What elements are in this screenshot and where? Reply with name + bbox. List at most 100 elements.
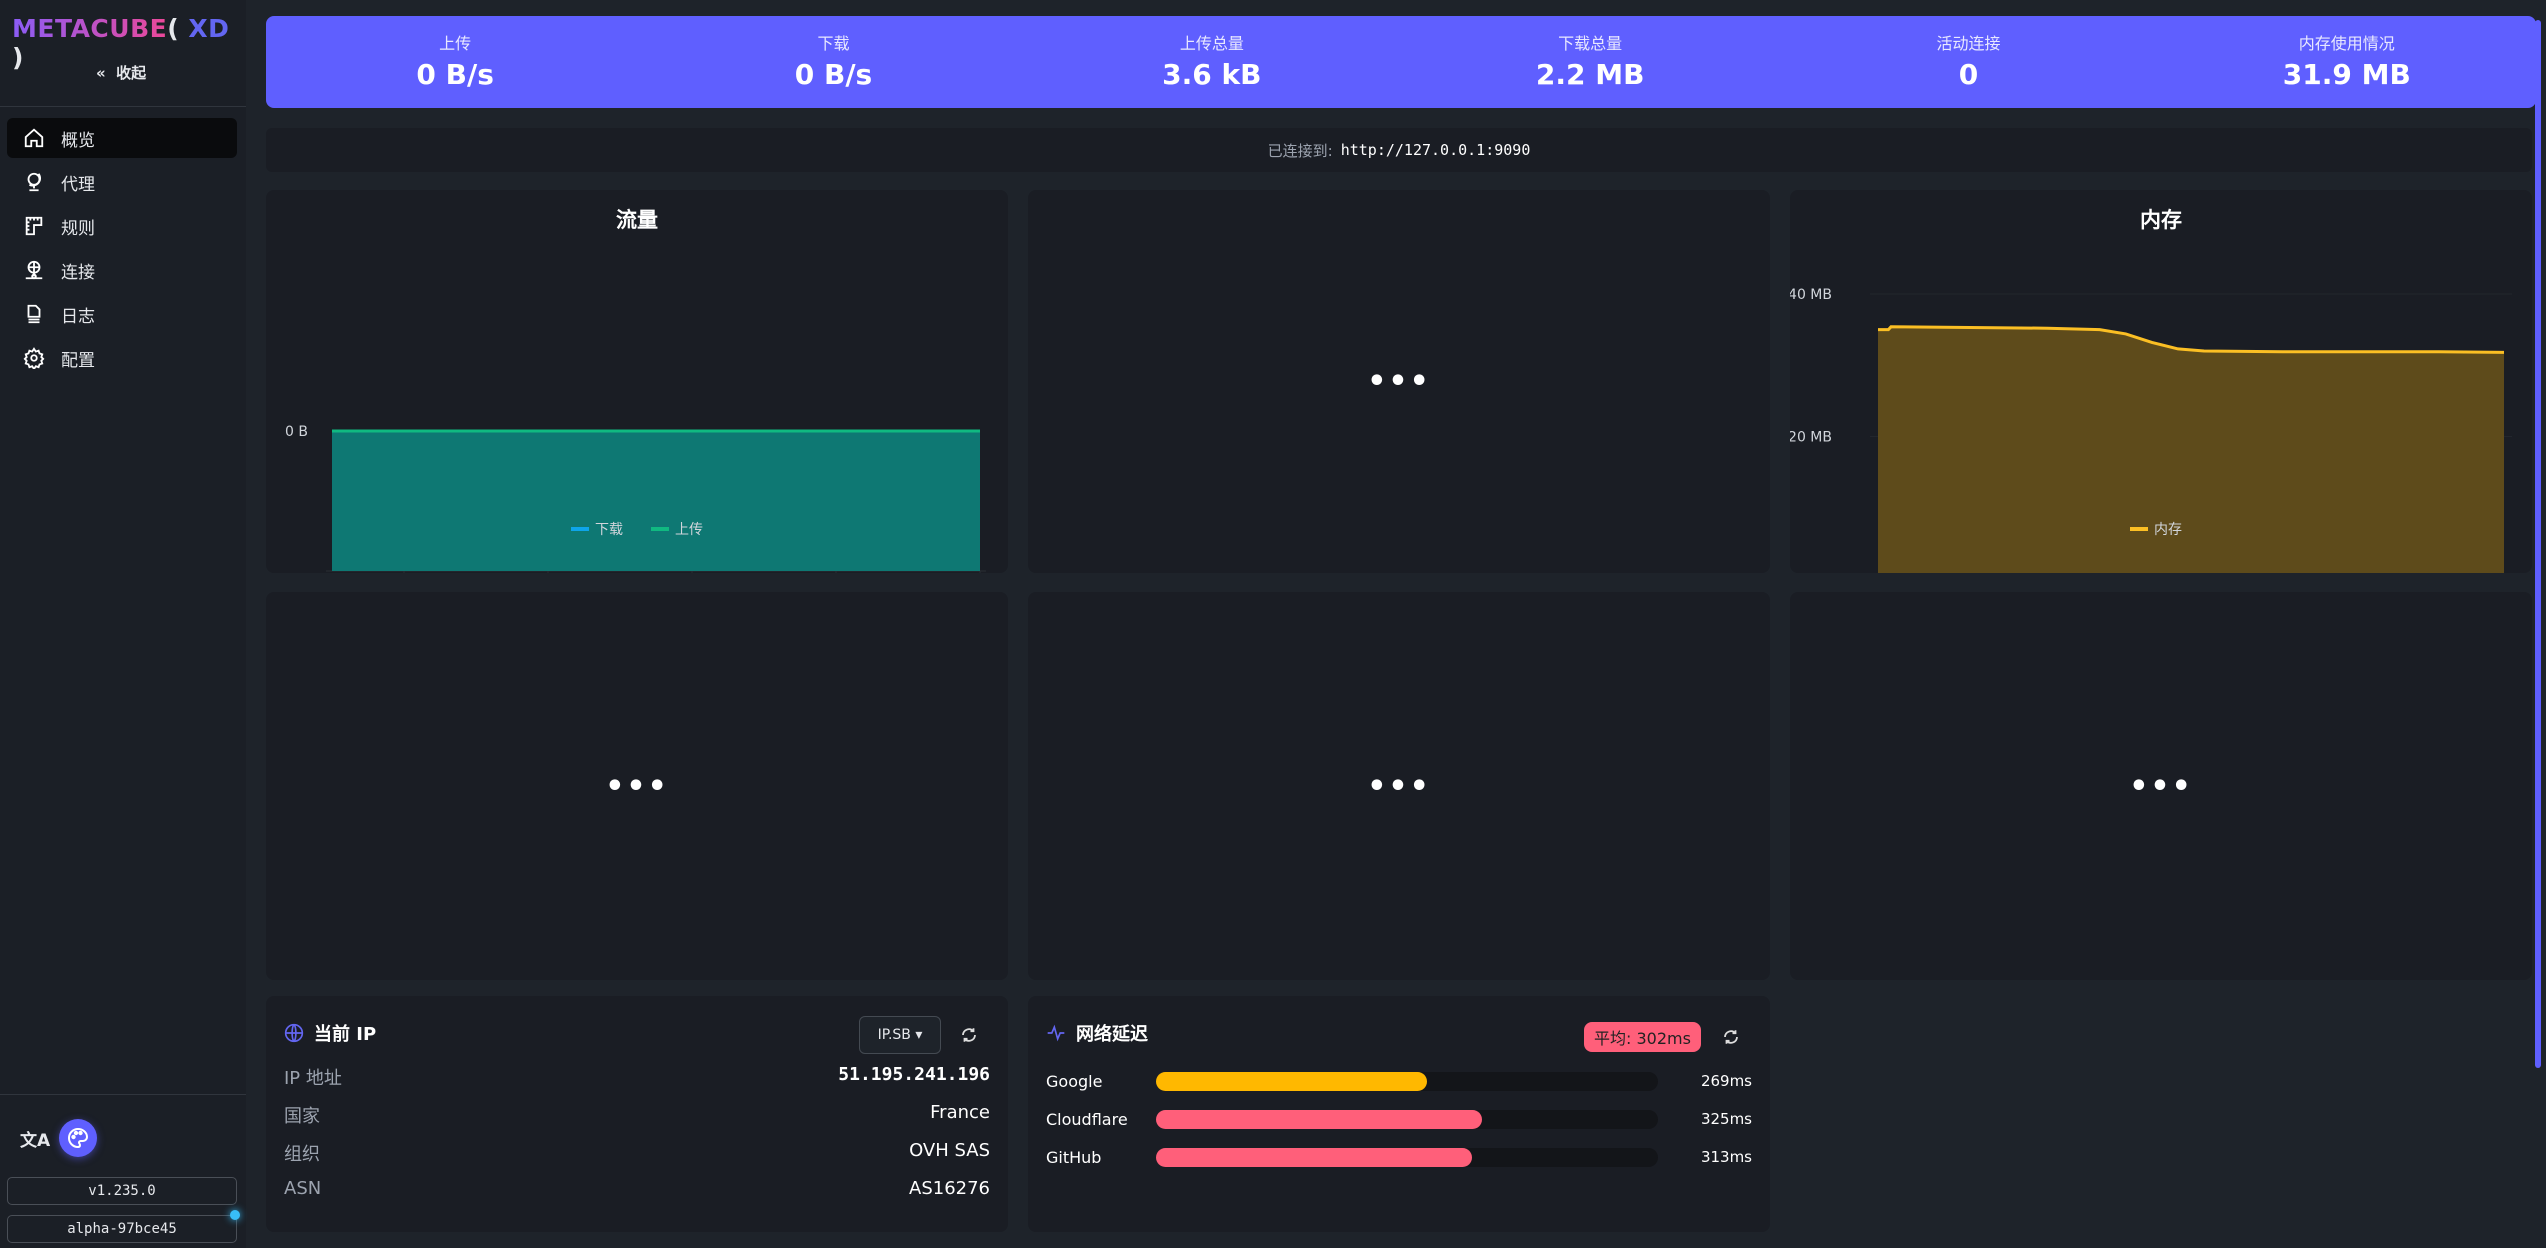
sidebar-item[interactable]: 概览 <box>7 118 237 158</box>
upload-area <box>332 431 980 571</box>
ip-card: 当前 IP IP.SB ▾ IP 地址 51.195.241.196 国家 Franc… <box>266 996 1008 1232</box>
home-icon <box>24 128 44 148</box>
loading-card: ••• <box>1028 190 1770 573</box>
stat-item: 活动连接 0 <box>1779 16 2157 108</box>
legend-swatch <box>571 527 589 531</box>
latency-target: GitHub <box>1046 1147 1102 1167</box>
sidebar-item-label: 日志 <box>61 306 95 327</box>
gear-icon <box>23 347 45 369</box>
sidebar-item[interactable]: 规则 <box>7 206 237 246</box>
latency-value: 269ms <box>1700 1072 1752 1090</box>
pulse-icon <box>1047 1024 1065 1042</box>
sidebar-item[interactable]: 日志 <box>7 294 237 334</box>
collapse-button[interactable]: « 收起 <box>96 64 147 82</box>
average-latency-badge: 平均: 302ms <box>1584 1022 1701 1052</box>
stat-label: 内存使用情况 <box>2298 34 2395 53</box>
refresh-icon <box>962 1028 976 1042</box>
ip-info-value: AS16276 <box>909 1178 990 1199</box>
ip-info-value: France <box>930 1102 990 1123</box>
legend-label: 内存 <box>2154 522 2182 538</box>
sidebar-item[interactable]: 配置 <box>7 338 237 378</box>
latency-row: Google 269ms <box>1046 1071 1752 1091</box>
divider <box>0 106 246 107</box>
divider <box>0 1094 246 1095</box>
latency-value: 313ms <box>1700 1148 1752 1166</box>
stat-value: 0 B/s <box>794 58 873 91</box>
ip-info-row: 国家 France <box>284 1102 990 1128</box>
sidebar-item-label: 概览 <box>61 130 95 151</box>
stat-value: 31.9 MB <box>2282 58 2411 91</box>
refresh-latency-button[interactable] <box>1720 1026 1742 1048</box>
ip-info-label: 国家 <box>284 1106 320 1127</box>
stats-bar: 上传 0 B/s 下载 0 B/s 上传总量 3.6 kB 下载总量 2.2 MB 活动连接 0 内… <box>266 16 2536 108</box>
ip-info-row: IP 地址 51.195.241.196 <box>284 1064 990 1090</box>
sidebar-item-label: 连接 <box>61 262 95 283</box>
version-badge: v1.235.0 <box>7 1177 237 1205</box>
logo: METACUBE( XD ) <box>12 14 230 72</box>
sidebar-item[interactable]: 连接 <box>7 250 237 290</box>
loading-indicator: ••• <box>2129 768 2193 804</box>
stat-label: 上传 <box>439 34 472 53</box>
refresh-icon <box>1724 1030 1738 1044</box>
globe-stand-icon <box>27 172 42 192</box>
theme-button[interactable] <box>59 1119 97 1157</box>
sidebar-item-label: 配置 <box>61 350 95 371</box>
stat-label: 活动连接 <box>1936 34 2001 53</box>
latency-row: Cloudflare 325ms <box>1046 1109 1752 1129</box>
latency-bar-fill <box>1156 1109 1483 1129</box>
ip-info-label: ASN <box>284 1178 322 1199</box>
legend-swatch <box>2130 527 2148 531</box>
latency-card: 网络延迟 平均: 302ms Google 269ms Cloudflare 325m… <box>1028 996 1770 1232</box>
legend-swatch <box>651 527 669 531</box>
chevrons-left-icon: « <box>96 64 106 82</box>
latency-card-title: 网络延迟 <box>1076 1024 1148 1045</box>
stat-item: 内存使用情况 31.9 MB <box>2158 16 2536 108</box>
y-tick-label: 0 B <box>285 424 308 440</box>
stat-value: 0 <box>1958 58 1979 91</box>
stat-item: 下载 0 B/s <box>644 16 1022 108</box>
memory-line <box>1878 325 2505 354</box>
core-version-badge[interactable]: alpha-97bce45 <box>7 1215 237 1243</box>
latency-target: Cloudflare <box>1046 1109 1128 1129</box>
loading-indicator: ••• <box>1367 768 1431 804</box>
legend-label: 上传 <box>675 522 703 538</box>
latency-bar-fill <box>1156 1071 1428 1091</box>
ip-provider-select[interactable]: IP.SB ▾ <box>859 1016 941 1054</box>
loading-indicator: ••• <box>605 768 669 804</box>
ip-card-title: 当前 IP <box>314 1024 377 1045</box>
latency-bar <box>1156 1109 1658 1129</box>
ip-info-value: OVH SAS <box>909 1140 990 1161</box>
ip-info-row: ASN AS16276 <box>284 1178 990 1199</box>
latency-target: Google <box>1046 1071 1103 1091</box>
translate-icon[interactable]: 文A <box>20 1131 51 1151</box>
refresh-ip-button[interactable] <box>958 1024 980 1046</box>
latency-row: GitHub 313ms <box>1046 1147 1752 1167</box>
sidebar-item[interactable]: 代理 <box>7 162 237 202</box>
ip-info-row: 组织 OVH SAS <box>284 1140 990 1166</box>
globe-icon <box>284 1023 304 1043</box>
y-tick-label: 0 B <box>1809 572 1832 573</box>
loading-indicator: ••• <box>1367 364 1431 399</box>
stat-label: 下载总量 <box>1558 34 1623 53</box>
file-icon <box>27 304 41 324</box>
update-indicator <box>230 1210 240 1220</box>
loading-card: ••• <box>266 592 1008 980</box>
stat-value: 3.6 kB <box>1162 58 1262 91</box>
chart-title: 流量 <box>616 208 658 232</box>
loading-card: ••• <box>1790 592 2532 980</box>
stat-item: 上传总量 3.6 kB <box>1023 16 1401 108</box>
stat-label: 下载 <box>817 34 850 53</box>
sidebar-item-label: 代理 <box>61 174 95 195</box>
ip-info-value: 51.195.241.196 <box>838 1064 990 1085</box>
scrollbar[interactable] <box>2535 20 2541 1068</box>
latency-bar <box>1156 1147 1658 1167</box>
ip-info-label: 组织 <box>284 1144 320 1165</box>
y-tick-label: 40 MB <box>1790 287 1832 303</box>
memory-area <box>1878 326 2504 573</box>
latency-bar <box>1156 1071 1658 1091</box>
ip-info-label: IP 地址 <box>284 1068 342 1089</box>
